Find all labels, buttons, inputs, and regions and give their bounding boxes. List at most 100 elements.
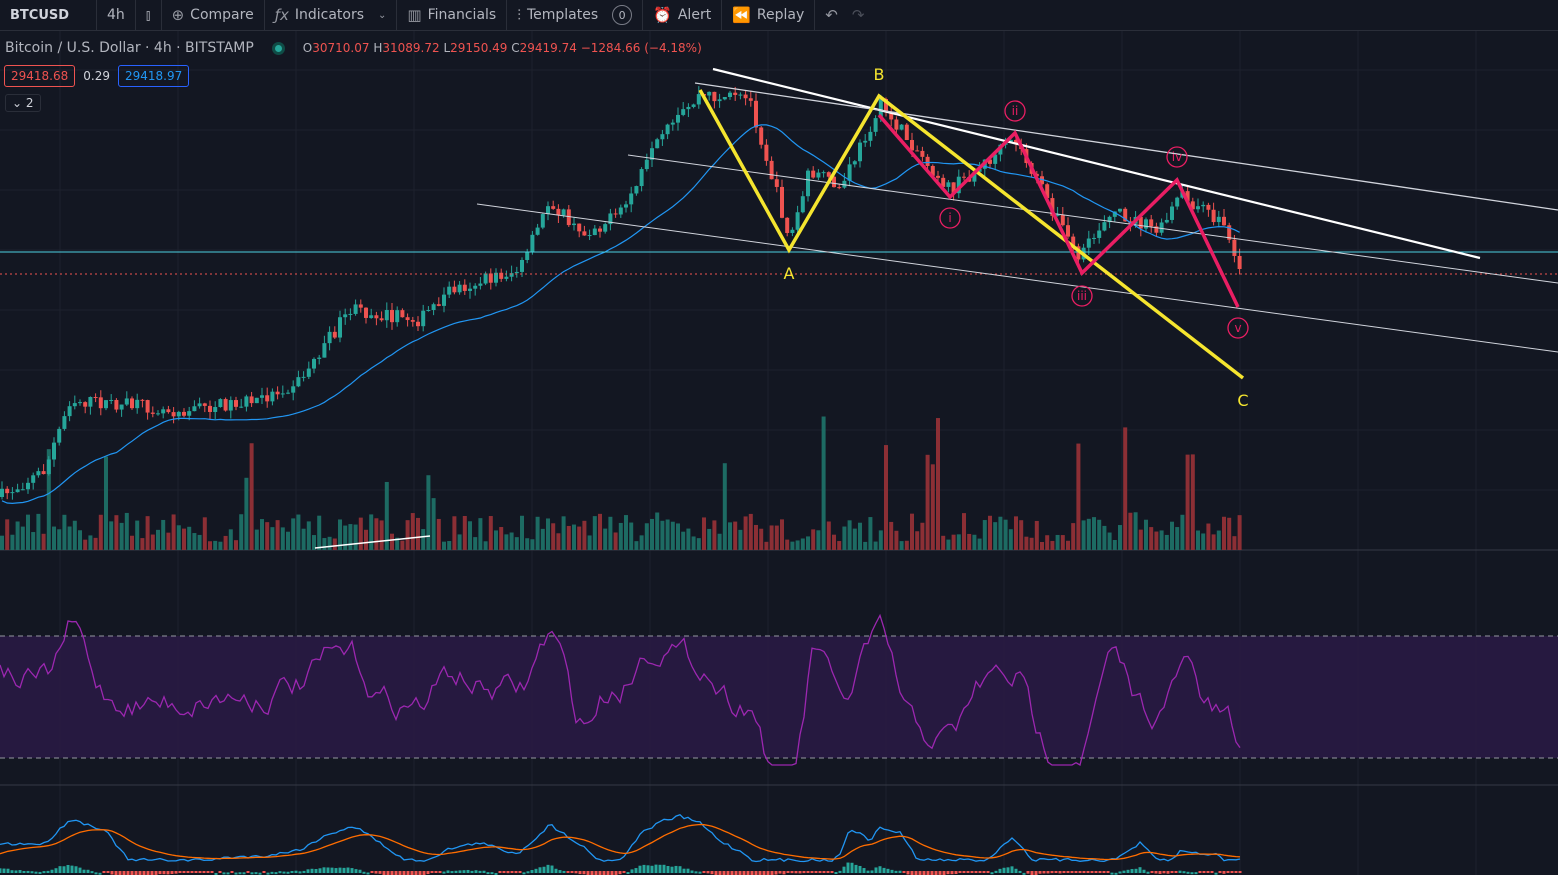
volume-bar: [769, 525, 774, 550]
volume-bar: [1149, 527, 1154, 550]
candle-body: [166, 409, 171, 413]
candle-body: [52, 442, 56, 460]
macd-histogram-bar: [570, 871, 574, 873]
channel-line[interactable]: [627, 154, 1558, 284]
volume-bar: [982, 520, 987, 550]
macd-histogram-bar: [674, 865, 678, 873]
candle-body: [795, 212, 800, 230]
macd-histogram-bar: [14, 870, 18, 873]
volume-bar: [57, 529, 62, 550]
alert-button[interactable]: ⏰ Alert: [643, 0, 723, 31]
redo-icon[interactable]: ↷: [851, 6, 865, 24]
macd-histogram-bar: [498, 871, 502, 873]
undo-icon[interactable]: ↶: [825, 6, 838, 24]
macd-histogram-bar: [810, 871, 814, 873]
macd-histogram-bar: [46, 870, 50, 873]
macd-histogram-bar: [858, 865, 862, 873]
candle-body: [46, 459, 51, 475]
volume-bar: [566, 525, 571, 550]
macd-histogram-bar: [466, 869, 470, 873]
wave-label-a: A: [784, 264, 795, 283]
candle-body: [1175, 197, 1180, 207]
trendline[interactable]: [694, 82, 1558, 211]
candle-body: [260, 395, 264, 398]
macd-histogram-bar: [26, 870, 30, 873]
compare-button[interactable]: ⊕ Compare: [162, 0, 265, 31]
candle-body: [1206, 204, 1211, 210]
candle-body: [592, 228, 597, 236]
macd-histogram-bar: [1198, 871, 1202, 873]
financials-button[interactable]: ▥ Financials: [397, 0, 508, 31]
macd-histogram-bar: [906, 871, 910, 875]
candle-body: [910, 140, 914, 151]
macd-histogram-bar: [982, 871, 986, 873]
volume-bar: [577, 526, 582, 550]
replay-button[interactable]: ⏪ Replay: [722, 0, 816, 31]
candle-body: [634, 186, 639, 194]
candle-body: [468, 288, 472, 291]
collapse-indicators-button[interactable]: ⌄ 2: [5, 94, 41, 112]
sell-price[interactable]: 29418.68: [4, 65, 76, 87]
macd-histogram-bar: [542, 866, 546, 873]
volume-bar: [1060, 535, 1065, 550]
volume-bar: [62, 514, 67, 550]
templates-button[interactable]: ⫶ Templates 0: [507, 0, 644, 31]
macd-histogram-bar: [206, 871, 210, 873]
macd-histogram-bar: [742, 871, 746, 875]
wave-label-c: C: [1237, 391, 1248, 410]
volume-bar: [265, 522, 270, 550]
macd-histogram-bar: [238, 872, 242, 875]
candle-body: [1118, 208, 1122, 212]
volume-bar: [691, 536, 696, 550]
macd-histogram-bar: [814, 871, 818, 873]
volume-bar: [920, 522, 925, 550]
volume-bar: [20, 526, 25, 550]
volume-bar: [972, 534, 977, 550]
impulse-wave-drawing[interactable]: [877, 113, 1240, 308]
candle-body: [821, 172, 826, 174]
volume-bar: [1227, 517, 1232, 550]
macd-histogram-bar: [1102, 871, 1106, 873]
trendline[interactable]: [712, 67, 1481, 260]
macd-histogram-bar: [1010, 866, 1014, 873]
interval-button[interactable]: 4h: [97, 0, 136, 31]
trendline[interactable]: [314, 535, 431, 549]
indicators-button[interactable]: ƒx Indicators ⌄: [265, 0, 398, 31]
macd-histogram-bar: [166, 871, 170, 875]
macd-histogram-bar: [534, 868, 538, 873]
candle-body: [494, 272, 498, 283]
wave-label-iii: iii: [1077, 289, 1087, 303]
volume-bar: [1180, 514, 1185, 550]
candle-body: [135, 399, 140, 409]
macd-histogram-bar: [1018, 870, 1022, 873]
candle-body: [1170, 206, 1174, 220]
macd-histogram-bar: [922, 871, 926, 875]
macd-histogram-bar: [350, 868, 354, 873]
macd-histogram-bar: [62, 866, 66, 873]
volume-bar: [712, 520, 717, 550]
volume-bar: [988, 515, 992, 550]
channel-line[interactable]: [476, 203, 1558, 353]
macd-histogram-bar: [630, 869, 634, 873]
macd-histogram-bar: [1002, 867, 1006, 873]
macd-histogram-bar: [1162, 871, 1166, 874]
macd-histogram-bar: [1026, 871, 1030, 874]
volume-bar: [670, 521, 675, 550]
macd-histogram-bar: [1154, 871, 1158, 874]
volume-bar: [852, 528, 857, 550]
candle-body: [738, 94, 743, 96]
buy-price[interactable]: 29418.97: [117, 65, 190, 87]
macd-histogram-bar: [1122, 870, 1126, 873]
volume-bar: [634, 541, 639, 550]
chart-type-button[interactable]: ⫾: [136, 0, 162, 31]
candle-body: [582, 231, 587, 236]
volume-bar: [743, 516, 748, 550]
candle-body: [488, 273, 493, 283]
abc-correction-drawing[interactable]: [698, 89, 1245, 380]
macd-histogram-bar: [6, 868, 10, 873]
volume-bar: [338, 519, 342, 550]
symbol-search[interactable]: BTCUSD: [0, 0, 97, 31]
volume-bar: [208, 541, 212, 550]
candle-body: [800, 196, 805, 213]
